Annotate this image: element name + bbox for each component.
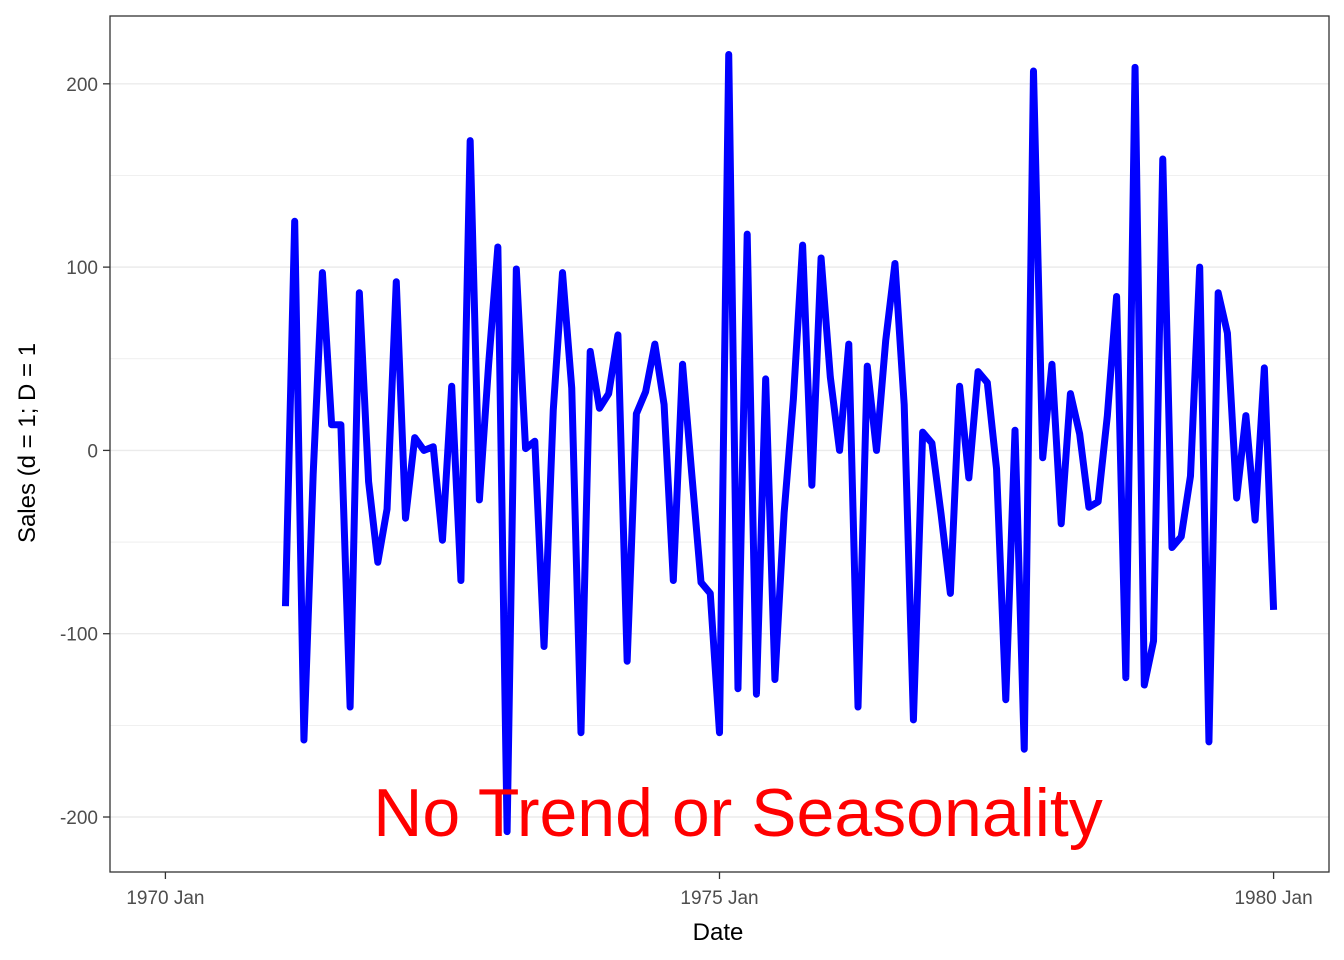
y-tick-label: -200 [60,808,98,829]
y-tick-label: 200 [66,75,98,96]
x-axis-title: Date [693,919,744,946]
y-tick-label: 0 [87,441,98,462]
x-tick-label: 1980 Jan [1234,888,1312,909]
annotation-text: No Trend or Seasonality [373,775,1103,851]
x-axis: 1970 Jan 1975 Jan 1980 Jan [126,872,1313,909]
x-tick-label: 1975 Jan [680,888,758,909]
series-line [281,50,1278,836]
x-tick-label: 1970 Jan [126,888,204,909]
y-axis: -200 -100 0 100 200 [60,75,110,829]
y-tick-label: 100 [66,258,98,279]
y-tick-label: -100 [60,625,98,646]
series-layer [281,50,1278,836]
y-axis-title: Sales (d = 1; D = 1 [14,343,41,543]
